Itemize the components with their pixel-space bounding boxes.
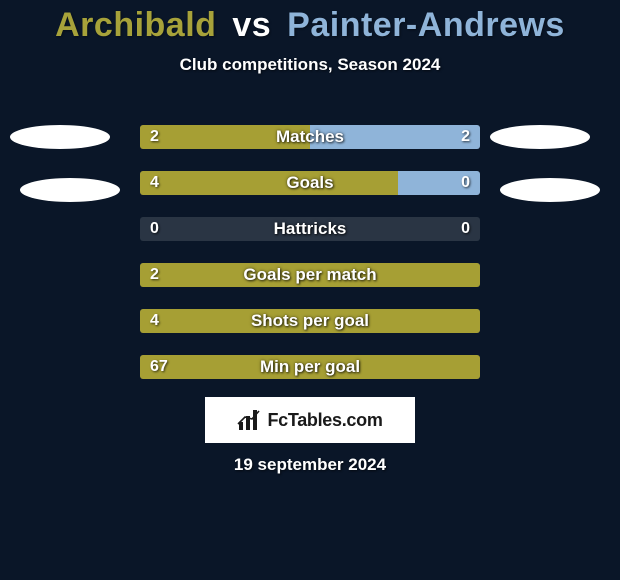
bar-row: Shots per goal4 <box>140 309 480 333</box>
bars-chart-icon <box>237 410 261 430</box>
player1-avatar-shape-2 <box>20 178 120 202</box>
subtitle: Club competitions, Season 2024 <box>0 55 620 75</box>
bar-value-left: 0 <box>150 217 159 241</box>
bar-value-left: 2 <box>150 125 159 149</box>
bar-row: Min per goal67 <box>140 355 480 379</box>
date-text: 19 september 2024 <box>0 455 620 475</box>
logo-text: FcTables.com <box>267 410 382 431</box>
title-player1: Archibald <box>55 6 216 44</box>
bar-label: Matches <box>140 125 480 149</box>
fctables-logo: FcTables.com <box>205 397 415 443</box>
bar-label: Min per goal <box>140 355 480 379</box>
bar-value-right: 0 <box>461 217 470 241</box>
bar-row: Matches2 2 <box>140 125 480 149</box>
bar-row: Goals per match2 <box>140 263 480 287</box>
player2-avatar-shape-1 <box>490 125 590 149</box>
bar-value-left: 2 <box>150 263 159 287</box>
bar-label: Goals per match <box>140 263 480 287</box>
bar-value-left: 4 <box>150 309 159 333</box>
bar-row: Hattricks0 0 <box>140 217 480 241</box>
bar-label: Shots per goal <box>140 309 480 333</box>
title-vs: vs <box>232 6 271 44</box>
bar-value-left: 67 <box>150 355 168 379</box>
bar-row: Goals4 0 <box>140 171 480 195</box>
bar-value-right: 2 <box>461 125 470 149</box>
comparison-bars: Matches22Goals40Hattricks00Goals per mat… <box>140 125 480 401</box>
title-player2: Painter-Andrews <box>287 6 565 44</box>
player1-avatar-shape-1 <box>10 125 110 149</box>
bar-value-left: 4 <box>150 171 159 195</box>
bar-value-right: 0 <box>461 171 470 195</box>
bar-label: Hattricks <box>140 217 480 241</box>
page-title: Archibald vs Painter-Andrews <box>0 0 620 45</box>
player2-avatar-shape-2 <box>500 178 600 202</box>
bar-label: Goals <box>140 171 480 195</box>
